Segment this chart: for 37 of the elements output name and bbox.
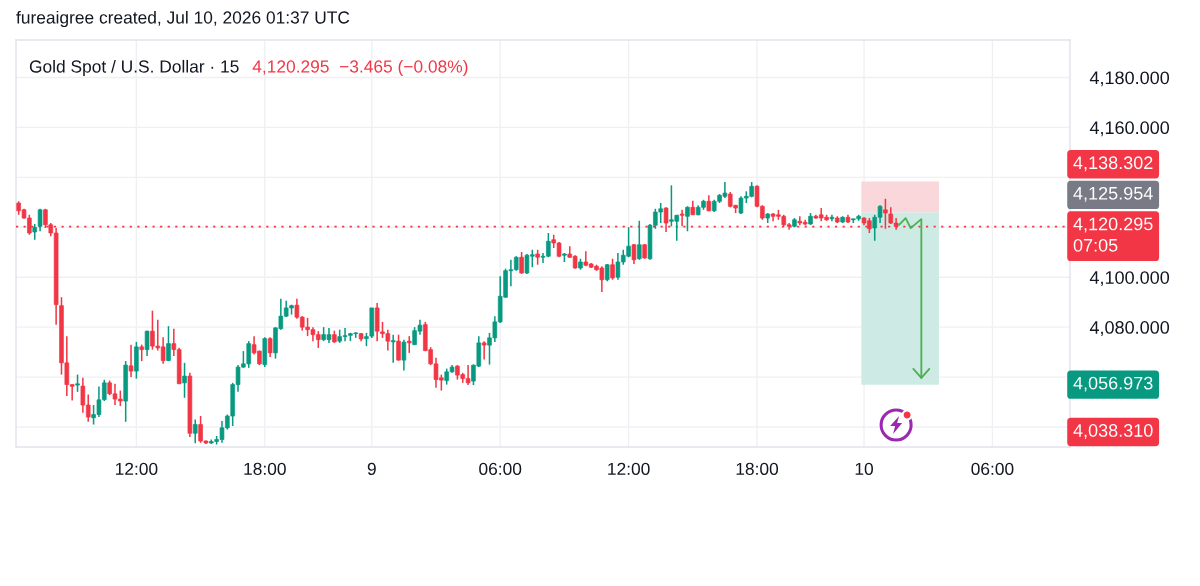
text: Gold Spot / U.S. Dollar · 15 [29,59,239,77]
x-tick-label: 10 [855,462,873,476]
candlestick [481,340,487,361]
x-tick-label: 12:00 [608,462,650,476]
candlestick [519,251,524,275]
text: 4,120.295 −3.465 (−0.08%) [252,59,468,77]
y-tick-label: 4,180.000 [1089,71,1170,87]
x-tick-label: 18:00 [736,462,779,476]
candlestick [128,343,134,378]
candlestick [192,418,198,445]
candlestick [401,338,407,372]
candlestick [679,209,685,228]
y-tick-label: 4,160.000 [1089,121,1170,137]
text: 4,138.302 [1073,156,1153,172]
candlestick [610,257,615,281]
candlestick [631,243,637,265]
candlestick [166,325,171,362]
x-tick-label: 06:00 [479,462,522,476]
text: 4,125.954 [1073,186,1153,202]
candlestick [637,220,642,261]
y-tick-label: 4,080.000 [1089,321,1170,336]
candlestick [144,329,150,357]
ref-line-label: 4,120.295 07:05 [1073,217,1153,252]
candlestick [685,205,690,233]
candlestick [396,333,401,362]
candlestick [182,362,187,399]
y-tick-label: 4,100.000 [1089,271,1170,287]
x-tick-label: 12:00 [115,462,158,476]
candlestick [406,335,412,354]
x-tick-label: 18:00 [244,462,286,476]
text: 4,056.973 [1073,376,1153,392]
text: 4,038.310 [1073,424,1153,439]
text: fureaigree created, Jul 10, 2026 01:37 UTC [16,10,350,28]
x-tick-label: 06:00 [971,462,1014,476]
candlestick [390,333,396,364]
candlestick [267,336,273,358]
x-tick-label: 9 [367,462,376,476]
